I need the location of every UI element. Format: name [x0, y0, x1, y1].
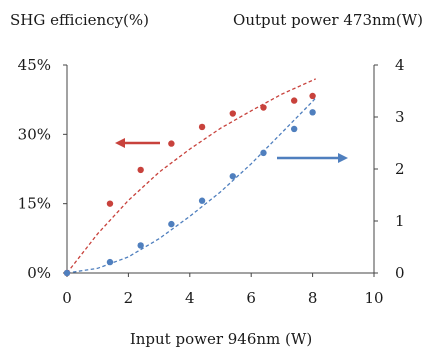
x-tick-label: 8 [308, 289, 318, 307]
x-tick-label: 10 [364, 289, 383, 307]
series-left-point [260, 104, 267, 111]
series-left-point [168, 140, 175, 147]
series-right-point [63, 269, 71, 277]
series-left-point [309, 92, 316, 100]
y-right-tick-label: 2 [395, 160, 405, 178]
series-right-point [168, 220, 175, 228]
fit-curves-group [66, 78, 317, 274]
series-left-point [290, 97, 298, 104]
y-left-tick-label: 0% [27, 264, 51, 282]
annotation-arrows-group [115, 138, 348, 163]
series-left-point [137, 166, 144, 174]
right-axis-title: Output power 473nm(W) [233, 11, 423, 29]
x-tick-label: 4 [185, 289, 195, 307]
series-right-point [198, 197, 206, 204]
series-right-point [137, 242, 144, 249]
series-right-fit-curve [66, 97, 317, 274]
data-points-group [63, 92, 316, 277]
series-left-point [106, 200, 114, 207]
y-right-tick-label: 4 [395, 56, 405, 74]
y-left-tick-label: 15% [18, 195, 51, 213]
series-right-point [229, 173, 236, 180]
y-right-tick-label: 1 [395, 212, 405, 230]
x-tick-label: 2 [124, 289, 134, 307]
series-right-point [260, 149, 267, 157]
x-axis-title: Input power 946nm (W) [130, 330, 312, 348]
series-right-point [309, 109, 316, 116]
series-left-point [229, 110, 236, 117]
y-left-tick-label: 30% [18, 125, 51, 143]
y-right-tick-label: 3 [395, 108, 405, 126]
series-left-point [198, 123, 206, 131]
y-left-tick-label: 45% [18, 56, 51, 74]
left-arrow-head [115, 138, 125, 148]
right-arrow-head [338, 153, 348, 163]
series-right-point [106, 258, 114, 266]
x-tick-label: 6 [246, 289, 256, 307]
x-tick-label: 0 [62, 289, 72, 307]
ticks-group: 0 2 4 6 8 10 0% 15% 30% 45% 0 1 2 3 4 [18, 56, 405, 307]
series-right-point [290, 125, 298, 133]
left-axis-title: SHG efficiency(%) [10, 11, 149, 29]
series-left-fit-curve [66, 78, 316, 274]
y-right-tick-label: 0 [395, 264, 405, 282]
